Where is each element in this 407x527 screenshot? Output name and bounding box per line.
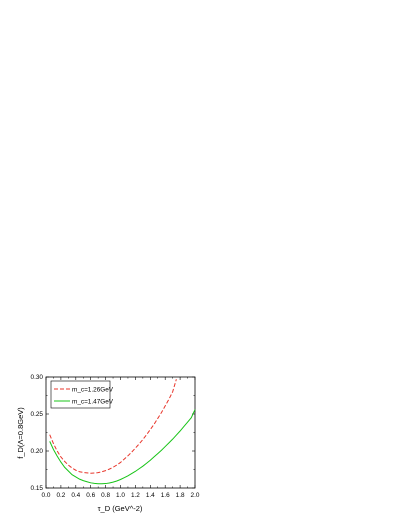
x-tick-label: 1.8 [176, 492, 185, 499]
y-axis-label: f_D(Λ=0.8GeV) [16, 407, 25, 459]
y-tick-label: 0.20 [31, 448, 44, 455]
y-tick-label: 0.25 [31, 411, 44, 418]
series-line-2 [49, 409, 196, 485]
x-axis-label: τ_D (GeV^-2) [98, 504, 143, 513]
y-tick-label: 0.15 [31, 485, 44, 492]
legend-label-series-2: m_c=1.47GeV [72, 399, 114, 406]
axis-ticks [45, 376, 196, 489]
legend: m_c=1.26GeV m_c=1.47GeV [50, 380, 114, 409]
axis-tick-labels: 0.0 0.2 0.4 0.6 0.8 1.0 1.2 1.4 1.6 1.8 2.0 0.15 0.2… [31, 374, 200, 499]
legend-box [50, 380, 111, 409]
y-tick-label: 0.30 [31, 374, 44, 381]
x-tick-label: 2.0 [191, 492, 200, 499]
x-tick-label: 0.6 [86, 492, 95, 499]
x-tick-label: 0.2 [56, 492, 65, 499]
legend-label-series-1: m_c=1.26GeV [72, 387, 114, 394]
x-tick-label: 1.0 [116, 492, 125, 499]
x-tick-label: 0.0 [42, 492, 51, 499]
series-line-1 [49, 379, 177, 474]
x-tick-label: 1.2 [131, 492, 140, 499]
x-tick-label: 0.4 [71, 492, 80, 499]
x-tick-label: 1.6 [161, 492, 170, 499]
x-tick-label: 1.4 [146, 492, 155, 499]
series-layer [49, 379, 196, 485]
x-tick-label: 0.8 [101, 492, 110, 499]
